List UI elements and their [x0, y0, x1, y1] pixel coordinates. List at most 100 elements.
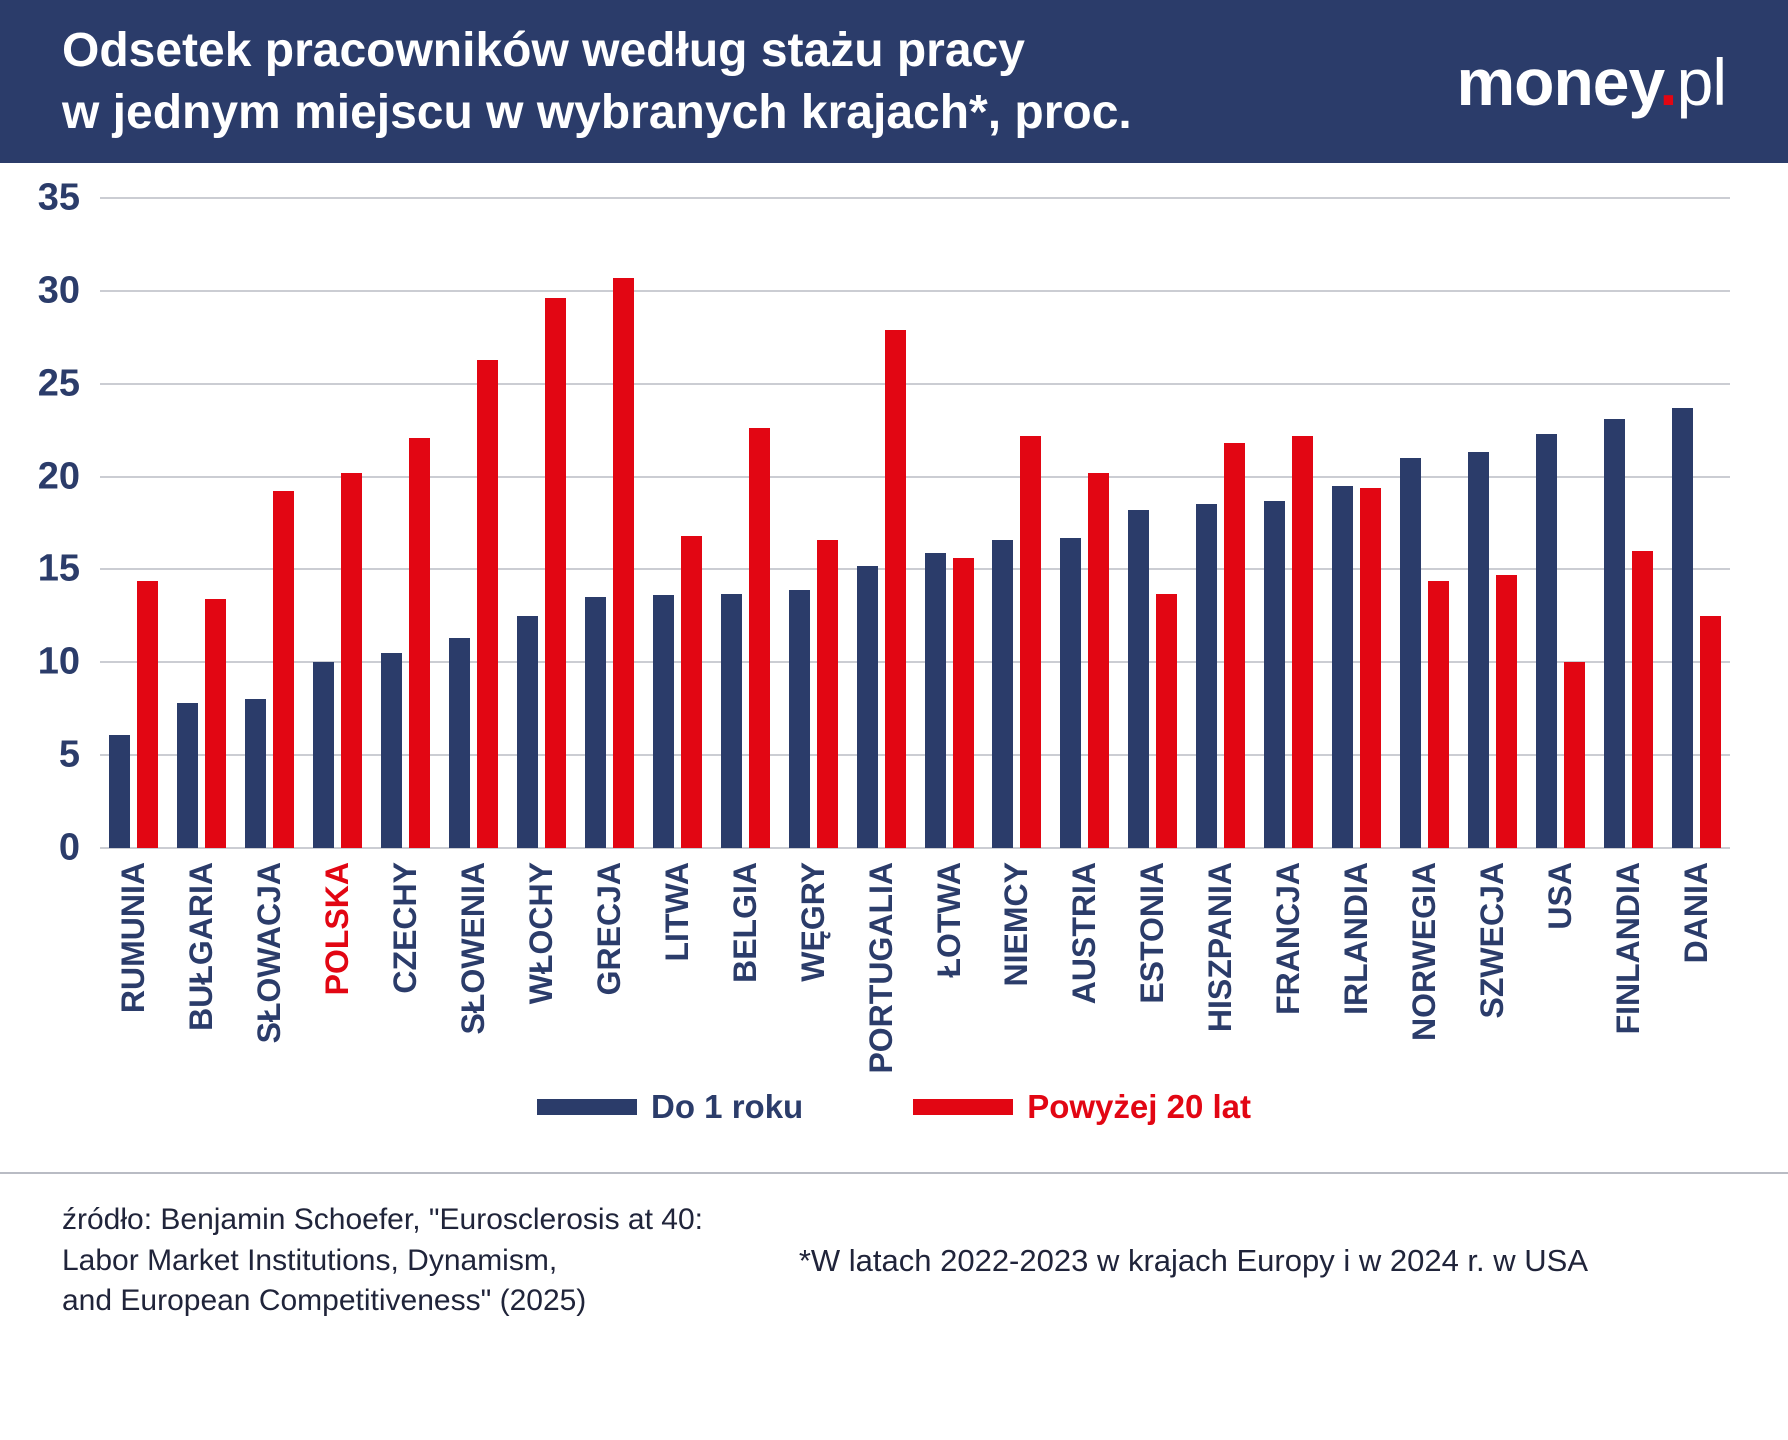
bar-powyzej-20-lat	[952, 558, 974, 848]
x-label-cell: SŁOWACJA	[236, 862, 304, 1080]
gridline	[100, 661, 1730, 664]
bar-do-1-roku	[109, 734, 131, 848]
bar-powyzej-20-lat	[1631, 550, 1653, 848]
y-tick-label: 20	[37, 455, 80, 498]
x-label-cell: IRLANDIA	[1323, 862, 1391, 1080]
x-axis-label: ŁOTWA	[930, 862, 967, 978]
y-tick-label: 35	[37, 176, 80, 219]
x-axis-label: WĘGRY	[794, 862, 831, 982]
x-label-cell: HISZPANIA	[1187, 862, 1255, 1080]
bar-do-1-roku	[1264, 500, 1286, 848]
bar-do-1-roku	[516, 615, 538, 848]
bar-group	[1255, 198, 1323, 848]
bar-group	[304, 198, 372, 848]
x-label-cell: SZWECJA	[1458, 862, 1526, 1080]
x-label-cell: CZECHY	[372, 862, 440, 1080]
bar-powyzej-20-lat	[748, 428, 770, 848]
legend: Do 1 roku Powyżej 20 lat	[0, 1088, 1788, 1126]
bar-group	[847, 198, 915, 848]
bar-group	[643, 198, 711, 848]
header: Odsetek pracowników według stażu pracy w…	[0, 0, 1788, 163]
x-axis-label: RUMUNIA	[115, 862, 152, 1014]
bar-chart: 0 5 10 15 20 25 30 35	[38, 177, 1730, 869]
y-tick-label: 0	[58, 826, 80, 869]
bar-do-1-roku	[1399, 458, 1421, 848]
y-tick-label: 5	[58, 733, 80, 776]
legend-item: Powyżej 20 lat	[913, 1088, 1251, 1126]
moneypl-logo: money.pl	[1456, 44, 1727, 120]
bar-group	[236, 198, 304, 848]
source-line: Labor Market Institutions, Dynamism,	[62, 1243, 558, 1277]
bar-powyzej-20-lat	[1699, 615, 1721, 848]
chart-title-line1: Odsetek pracowników według stażu pracy	[62, 24, 1025, 78]
x-axis-label: POLSKA	[319, 862, 356, 996]
y-tick-label: 30	[37, 269, 80, 312]
logo-pl-text: pl	[1676, 44, 1727, 119]
legend-swatch	[913, 1099, 1014, 1115]
x-axis-label: SŁOWENIA	[455, 862, 492, 1035]
x-label-cell: SŁOWENIA	[440, 862, 508, 1080]
x-label-cell: FINLANDIA	[1594, 862, 1662, 1080]
footer-divider	[0, 1172, 1788, 1174]
bar-powyzej-20-lat	[884, 329, 906, 848]
bar-group	[168, 198, 236, 848]
bar-do-1-roku	[381, 653, 403, 848]
bar-group	[1391, 198, 1459, 848]
source-line: and European Competitiveness" (2025)	[62, 1284, 587, 1317]
bar-powyzej-20-lat	[273, 491, 295, 848]
x-label-cell: USA	[1526, 862, 1594, 1080]
x-axis-label: HISZPANIA	[1202, 862, 1239, 1033]
bar-group	[372, 198, 440, 848]
bar-do-1-roku	[313, 662, 335, 848]
bar-do-1-roku	[177, 703, 199, 848]
legend-label: Powyżej 20 lat	[1027, 1088, 1251, 1125]
logo-dot: .	[1659, 44, 1677, 119]
bar-group	[1119, 198, 1187, 848]
y-tick-label: 15	[37, 547, 80, 590]
x-axis-label: GRECJA	[590, 862, 627, 996]
y-tick-label: 10	[37, 640, 80, 683]
x-label-cell: DANIA	[1662, 862, 1730, 1080]
bar-powyzej-20-lat	[612, 277, 634, 848]
x-label-cell: WĘGRY	[779, 862, 847, 1080]
x-axis-label: BUŁGARIA	[183, 862, 220, 1031]
x-label-cell: BUŁGARIA	[168, 862, 236, 1080]
x-label-cell: FRANCJA	[1255, 862, 1323, 1080]
bar-group	[711, 198, 779, 848]
bar-groups	[100, 198, 1730, 848]
bar-powyzej-20-lat	[1224, 443, 1246, 848]
gridline	[100, 568, 1730, 571]
x-axis-label: CZECHY	[387, 862, 424, 994]
x-axis-label: LITWA	[658, 862, 695, 962]
bar-do-1-roku	[1128, 510, 1150, 848]
chart-title-line2: w jednym miejscu w wybranych krajach*, p…	[62, 85, 1132, 139]
x-axis-label: ESTONIA	[1134, 862, 1171, 1004]
x-label-cell: LITWA	[643, 862, 711, 1080]
bar-do-1-roku	[245, 699, 267, 848]
x-axis-label: FINLANDIA	[1609, 862, 1646, 1035]
bar-powyzej-20-lat	[1088, 472, 1110, 848]
gridline	[100, 382, 1730, 385]
bar-powyzej-20-lat	[409, 437, 431, 848]
bar-group	[915, 198, 983, 848]
bar-powyzej-20-lat	[205, 599, 227, 848]
chart-title: Odsetek pracowników według stażu pracy w…	[62, 20, 1132, 143]
x-axis-label: WŁOCHY	[522, 862, 559, 1005]
bar-group	[1187, 198, 1255, 848]
bar-powyzej-20-lat	[816, 539, 838, 848]
bar-group	[983, 198, 1051, 848]
bar-do-1-roku	[652, 595, 674, 848]
bar-powyzej-20-lat	[1156, 593, 1178, 848]
gridline	[100, 197, 1730, 199]
footer: źródło: Benjamin Schoefer, "Eurosclerosi…	[0, 1174, 1788, 1322]
source-text: źródło: Benjamin Schoefer, "Eurosclerosi…	[62, 1200, 703, 1322]
source-line: źródło: Benjamin Schoefer, "Eurosclerosi…	[62, 1203, 703, 1236]
x-axis-label: AUSTRIA	[1066, 862, 1103, 1005]
gridline	[100, 475, 1730, 478]
legend-swatch	[537, 1099, 638, 1115]
x-label-cell: NIEMCY	[983, 862, 1051, 1080]
bar-group	[1662, 198, 1730, 848]
bar-do-1-roku	[720, 593, 742, 848]
bar-group	[575, 198, 643, 848]
